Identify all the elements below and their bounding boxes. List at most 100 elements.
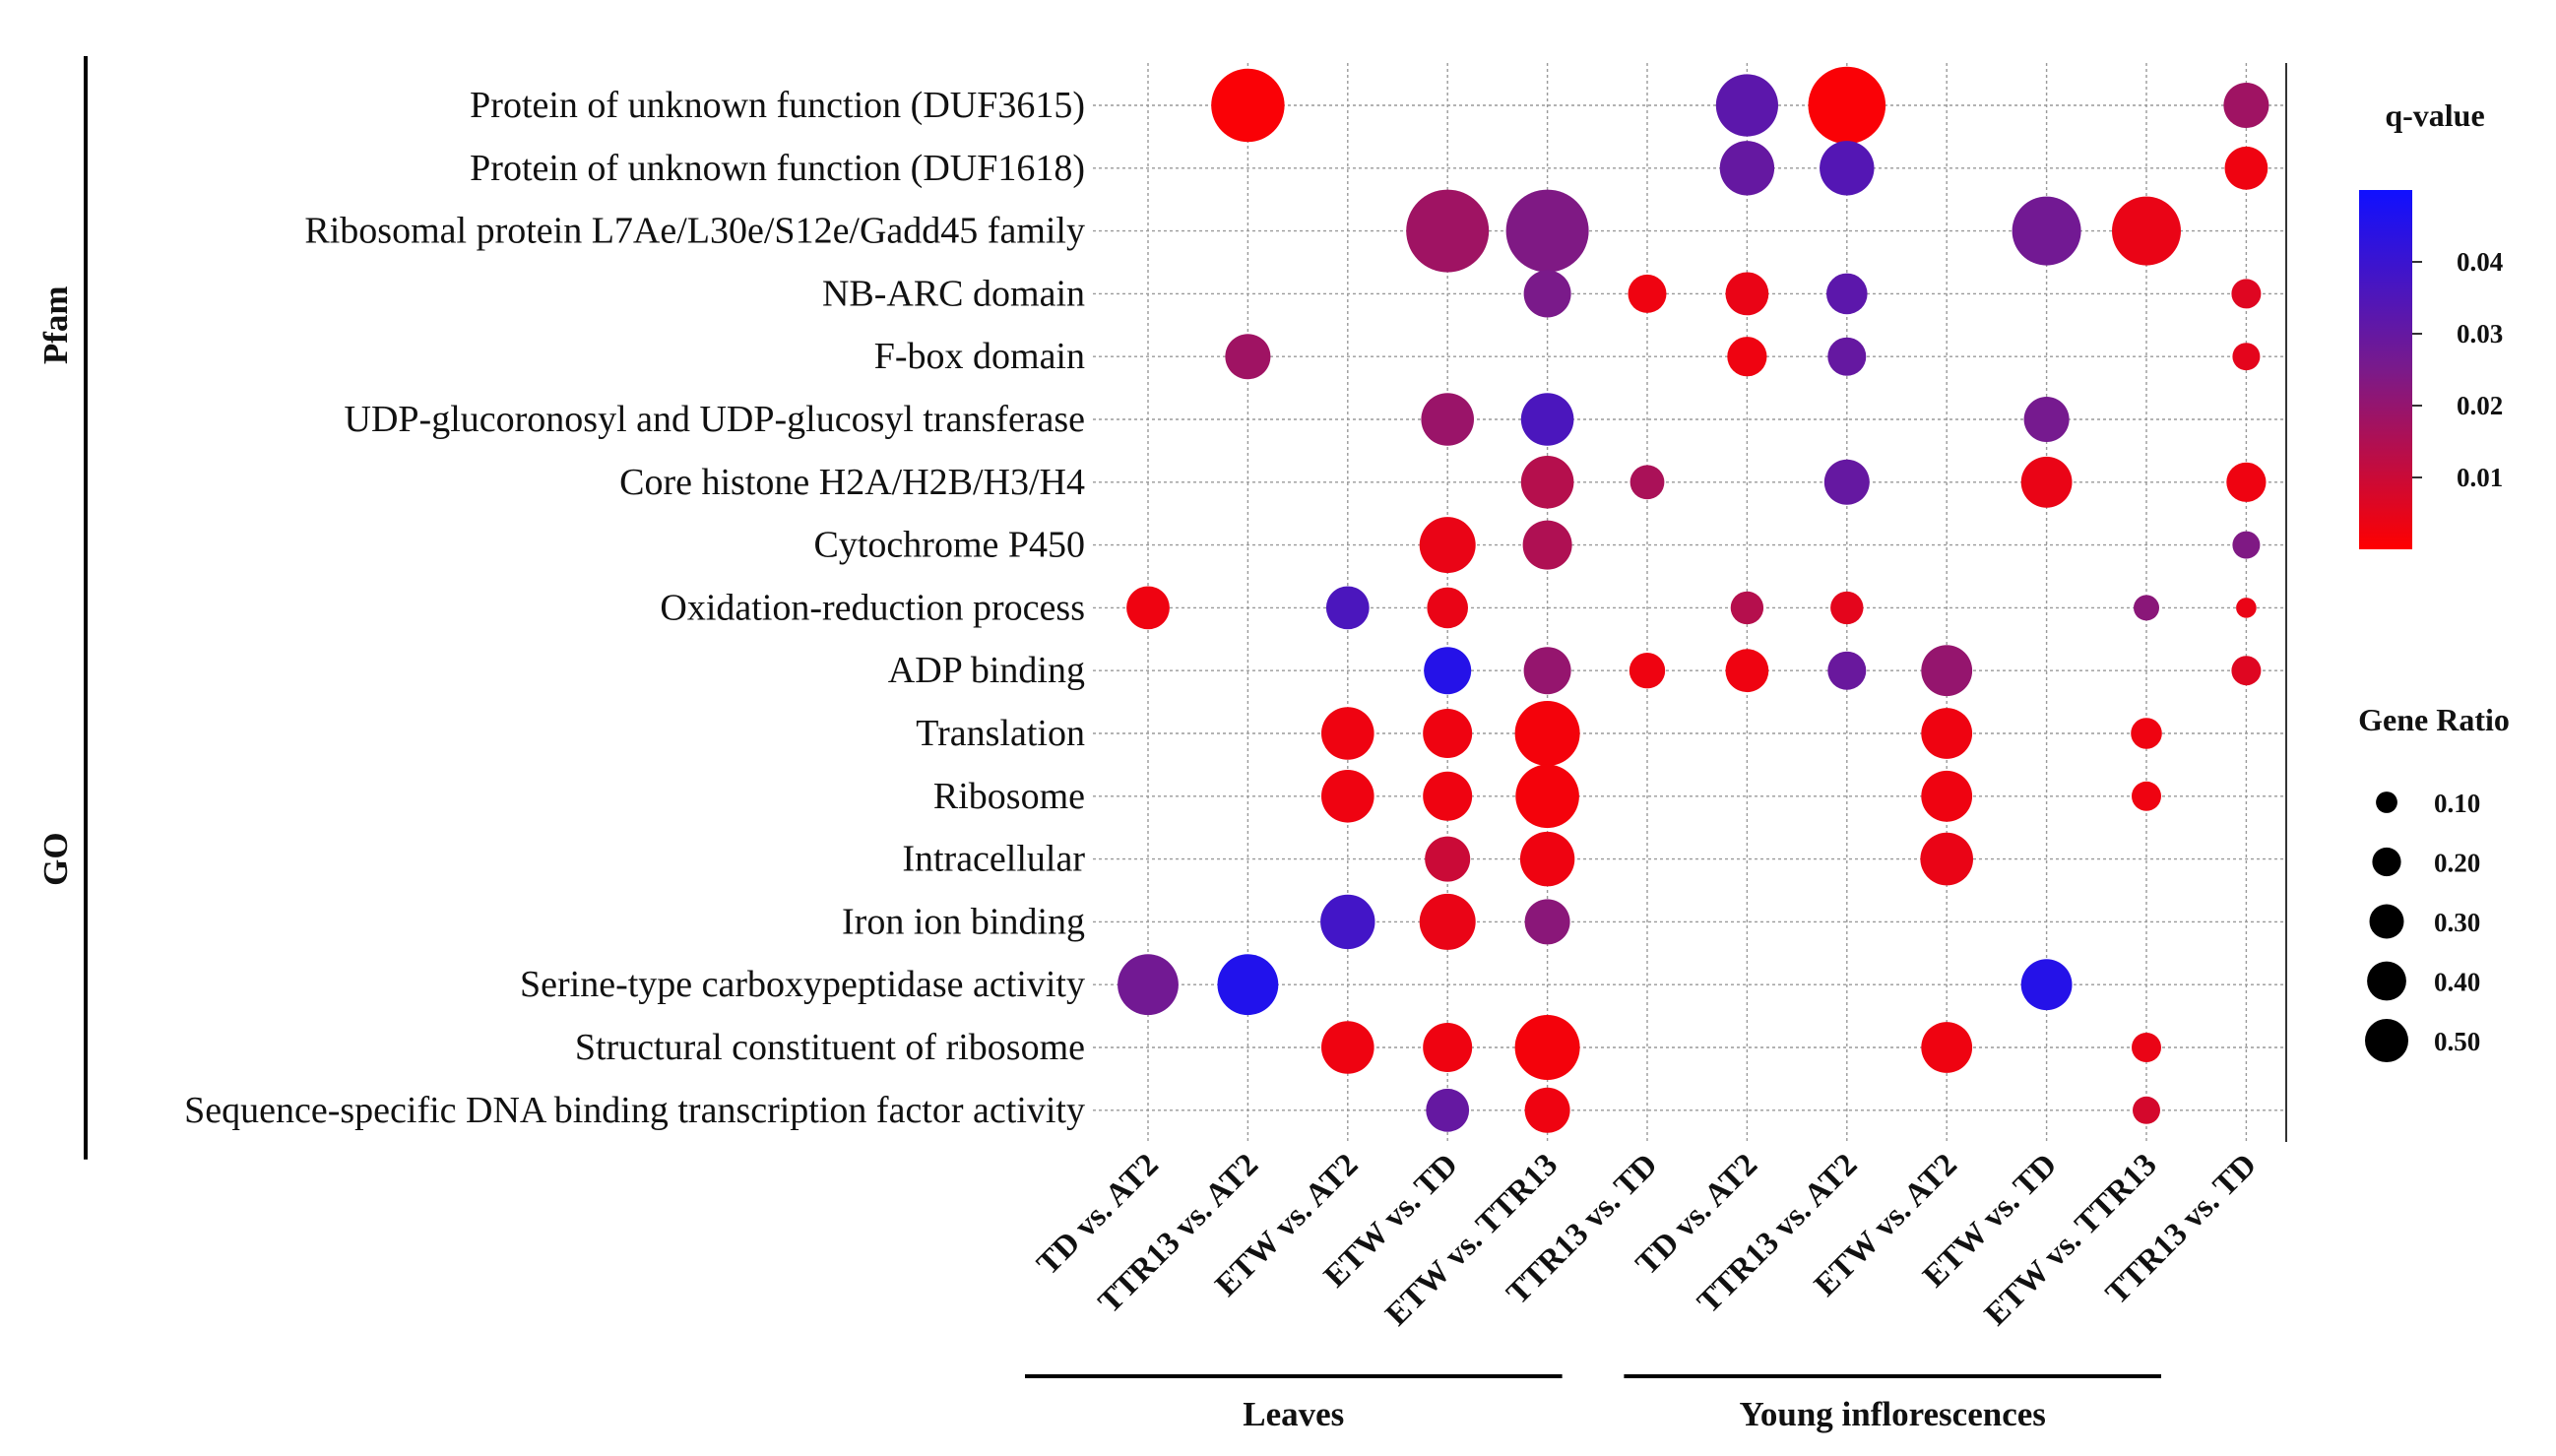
row-label: Oxidation-reduction process bbox=[660, 587, 1085, 628]
bubble-point bbox=[1524, 1087, 1570, 1133]
bubble-point bbox=[1725, 649, 1769, 693]
bubble-point bbox=[1920, 832, 1973, 886]
size-legend-dot bbox=[2367, 961, 2406, 1001]
row-label: Iron ion binding bbox=[842, 901, 1085, 942]
row-group-label: GO bbox=[36, 832, 75, 885]
bubble-point bbox=[1424, 647, 1472, 695]
bubble-point bbox=[1320, 894, 1375, 950]
bubble-point bbox=[1423, 709, 1473, 758]
bubble-point bbox=[1827, 651, 1867, 690]
row-label: Intracellular bbox=[902, 839, 1085, 880]
bubble-point bbox=[1921, 645, 1973, 697]
bubble-point bbox=[1808, 66, 1886, 145]
row-label: Protein of unknown function (DUF3615) bbox=[470, 85, 1085, 126]
bubble-point bbox=[1515, 764, 1579, 829]
bubbles bbox=[1118, 66, 2269, 1133]
bubble-point bbox=[1505, 189, 1589, 273]
row-label: Sequence-specific DNA binding transcript… bbox=[184, 1090, 1085, 1131]
bubble-point bbox=[1126, 586, 1170, 630]
bubble-point bbox=[1419, 893, 1476, 950]
legends: q-value 0.04 0.03 0.02 0.01 Gene Ratio 0.10 0.2… bbox=[2358, 97, 2510, 1062]
bubble-point bbox=[1715, 74, 1778, 137]
bubble-point bbox=[2112, 196, 2181, 266]
bubble-point bbox=[1826, 273, 1868, 315]
bubble-point bbox=[1523, 647, 1571, 695]
column-group-label: Leaves bbox=[1243, 1395, 1344, 1433]
bubble-point bbox=[1118, 954, 1179, 1016]
color-bar-tick-label: 0.01 bbox=[2457, 463, 2503, 492]
bubble-point bbox=[2223, 83, 2269, 128]
row-label: Protein of unknown function (DUF1618) bbox=[470, 148, 1085, 189]
bubble-point bbox=[1519, 831, 1575, 887]
row-label: F-box domain bbox=[874, 336, 1085, 377]
row-label: Cytochrome P450 bbox=[814, 525, 1085, 566]
bubble-point bbox=[1423, 1023, 1473, 1072]
group-brackets: Pfam GO Leaves Young inflorescences bbox=[36, 56, 2161, 1433]
bubble-point bbox=[1426, 1088, 1470, 1132]
bubble-point bbox=[1727, 337, 1767, 377]
bubble-point bbox=[2132, 1033, 2161, 1062]
color-bar-tick-label: 0.02 bbox=[2457, 391, 2503, 420]
bubble-point bbox=[1827, 337, 1867, 376]
bubble-point bbox=[2134, 595, 2159, 621]
bubble-point bbox=[1514, 701, 1580, 766]
bubble-point bbox=[1820, 141, 1875, 196]
bubble-point bbox=[1628, 274, 1667, 313]
bubble-point bbox=[2231, 656, 2262, 686]
bubble-point bbox=[1225, 334, 1271, 380]
bubble-point bbox=[1823, 459, 1870, 505]
row-label: UDP-glucoronosyl and UDP-glucosyl transf… bbox=[345, 399, 1085, 440]
bubble-point bbox=[1524, 899, 1570, 945]
bubble-point bbox=[2012, 196, 2081, 266]
bubble-point bbox=[1419, 517, 1476, 574]
size-legend-label: 0.50 bbox=[2434, 1027, 2480, 1056]
row-group-label: Pfam bbox=[36, 285, 75, 364]
row-label: NB-ARC domain bbox=[822, 273, 1085, 314]
bubble-point bbox=[2023, 397, 2070, 442]
row-label: Core histone H2A/H2B/H3/H4 bbox=[619, 462, 1085, 503]
bubble-point bbox=[1325, 586, 1370, 630]
bubble-point bbox=[1211, 68, 1285, 143]
bubble-point bbox=[1321, 770, 1374, 823]
color-bar-tick-label: 0.03 bbox=[2457, 319, 2503, 348]
size-legend-dot bbox=[2376, 791, 2397, 813]
size-legend-label: 0.40 bbox=[2434, 968, 2480, 997]
column-group-label: Young inflorescences bbox=[1739, 1395, 2045, 1433]
bubble-point bbox=[2133, 1096, 2160, 1124]
row-label: Translation bbox=[916, 713, 1085, 754]
bubble-point bbox=[1520, 393, 1574, 446]
bubble-point bbox=[1921, 770, 1973, 822]
bubble-point bbox=[1425, 836, 1471, 882]
column-label: ETW vs. TTR13 bbox=[1978, 1147, 2164, 1333]
bubble-point bbox=[2224, 146, 2268, 190]
bubble-point bbox=[2131, 718, 2162, 749]
size-legend-label: 0.10 bbox=[2434, 789, 2480, 818]
bubble-point bbox=[2232, 343, 2261, 371]
bubble-point bbox=[1921, 708, 1973, 759]
bubble-point bbox=[1321, 707, 1374, 760]
size-legend-label: 0.20 bbox=[2434, 849, 2480, 878]
row-labels: Protein of unknown function (DUF3615) Pro… bbox=[184, 85, 1085, 1131]
bubble-point bbox=[2020, 959, 2073, 1011]
bubble-point bbox=[1921, 1022, 1973, 1073]
row-label: Structural constituent of ribosome bbox=[575, 1027, 1085, 1068]
bubble-point bbox=[1523, 270, 1571, 318]
bubble-point bbox=[1830, 591, 1864, 625]
bubble-point bbox=[1321, 1021, 1374, 1074]
bubble-point bbox=[1406, 189, 1490, 273]
color-legend-title: q-value bbox=[2385, 97, 2484, 133]
row-label: Ribosome bbox=[933, 776, 1085, 817]
bubble-point bbox=[1522, 520, 1572, 570]
bubble-point bbox=[1629, 653, 1666, 689]
bubble-point bbox=[2226, 462, 2267, 502]
size-legend-dot bbox=[2372, 847, 2401, 877]
bubble-point bbox=[1730, 591, 1764, 625]
bubble-point bbox=[1725, 272, 1769, 316]
row-label: Serine-type carboxypeptidase activity bbox=[520, 964, 1085, 1005]
size-legend-label: 0.30 bbox=[2434, 908, 2480, 937]
bubble-point bbox=[2232, 531, 2261, 559]
column-label: ETW vs. TTR13 bbox=[1379, 1147, 1566, 1333]
bubble-point bbox=[1421, 393, 1474, 446]
